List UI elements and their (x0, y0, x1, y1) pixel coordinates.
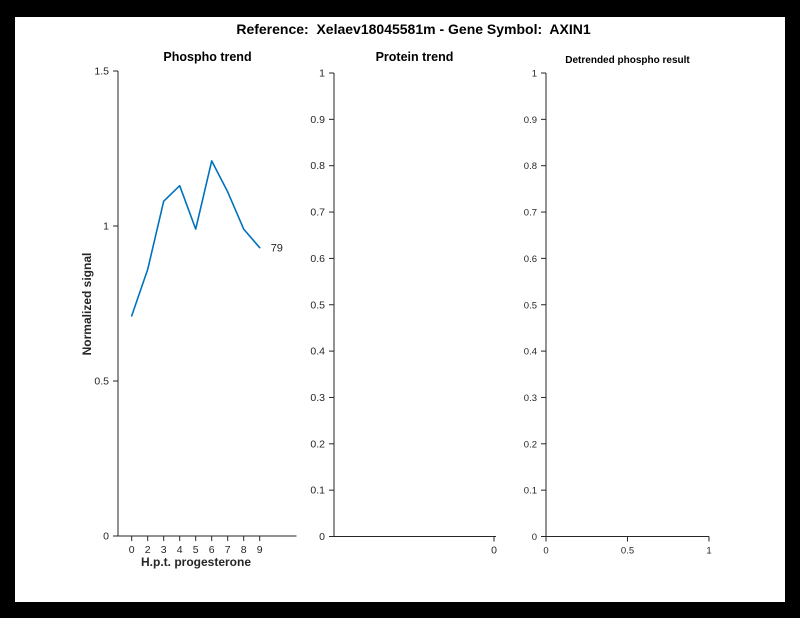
svg-text:0.1: 0.1 (310, 485, 325, 497)
svg-text:0.4: 0.4 (310, 346, 325, 358)
phospho-trend-chart: 00.511.50 2 3 4 5 6 7 8 979 (94, 66, 297, 556)
svg-text:0: 0 (491, 545, 497, 557)
svg-text:0: 0 (129, 544, 135, 556)
svg-text:0.3: 0.3 (310, 392, 325, 404)
svg-text:0.7: 0.7 (310, 207, 325, 219)
svg-text:0.5: 0.5 (524, 300, 537, 311)
svg-text:7: 7 (225, 544, 231, 556)
svg-text:5: 5 (193, 544, 199, 556)
svg-text:0.8: 0.8 (524, 161, 537, 172)
svg-text:0: 0 (319, 531, 325, 543)
svg-text:9: 9 (257, 544, 263, 556)
svg-text:0.9: 0.9 (310, 114, 325, 126)
svg-text:8: 8 (241, 544, 247, 556)
svg-text:0: 0 (532, 532, 537, 543)
svg-text:0.2: 0.2 (524, 439, 537, 450)
svg-text:0.3: 0.3 (524, 393, 537, 404)
svg-text:0.5: 0.5 (310, 299, 325, 311)
y-axis-label-normalized-signal: Normalized signal (80, 252, 94, 356)
svg-text:0.7: 0.7 (524, 208, 537, 219)
svg-text:3: 3 (161, 544, 167, 556)
figure-canvas (15, 17, 785, 602)
svg-text:0.2: 0.2 (310, 438, 325, 450)
svg-text:0.6: 0.6 (524, 254, 537, 265)
svg-text:6: 6 (209, 544, 215, 556)
protein-trend-chart: 0 0.1 0.2 0.3 0.4 0.5 0.6 0.7 0.8 0.9 1 0 (310, 68, 497, 557)
svg-text:1: 1 (706, 546, 711, 557)
phospho-trend-title: Phospho trend (163, 50, 252, 64)
svg-text:0: 0 (543, 546, 548, 557)
x-axis-label-hpt-progesterone: H.p.t. progesterone (140, 555, 251, 569)
svg-text:1: 1 (532, 69, 537, 80)
svg-text:1: 1 (319, 68, 325, 80)
svg-text:0.1: 0.1 (524, 486, 537, 497)
svg-text:0.6: 0.6 (310, 253, 325, 265)
svg-text:2: 2 (145, 544, 151, 556)
svg-text:4: 4 (177, 544, 183, 556)
svg-text:1.5: 1.5 (94, 66, 109, 78)
svg-text:0.9: 0.9 (524, 115, 537, 126)
svg-text:0.8: 0.8 (310, 160, 325, 172)
detrended-phospho-title: Detrended phospho result (565, 55, 690, 66)
svg-text:0.5: 0.5 (94, 376, 109, 388)
detrended-phospho-chart: 0 0.1 0.2 0.3 0.4 0.5 0.6 0.7 0.8 0.9 1 0 0.5 1 (524, 69, 712, 557)
svg-text:0.4: 0.4 (524, 347, 537, 358)
figure-title: Reference: Xelaev18045581m - Gene Symbol… (236, 21, 591, 37)
svg-text:79: 79 (271, 243, 283, 255)
svg-text:0.5: 0.5 (621, 546, 634, 557)
svg-text:1: 1 (103, 221, 109, 233)
svg-text:0: 0 (103, 531, 109, 543)
protein-trend-title: Protein trend (375, 50, 454, 64)
